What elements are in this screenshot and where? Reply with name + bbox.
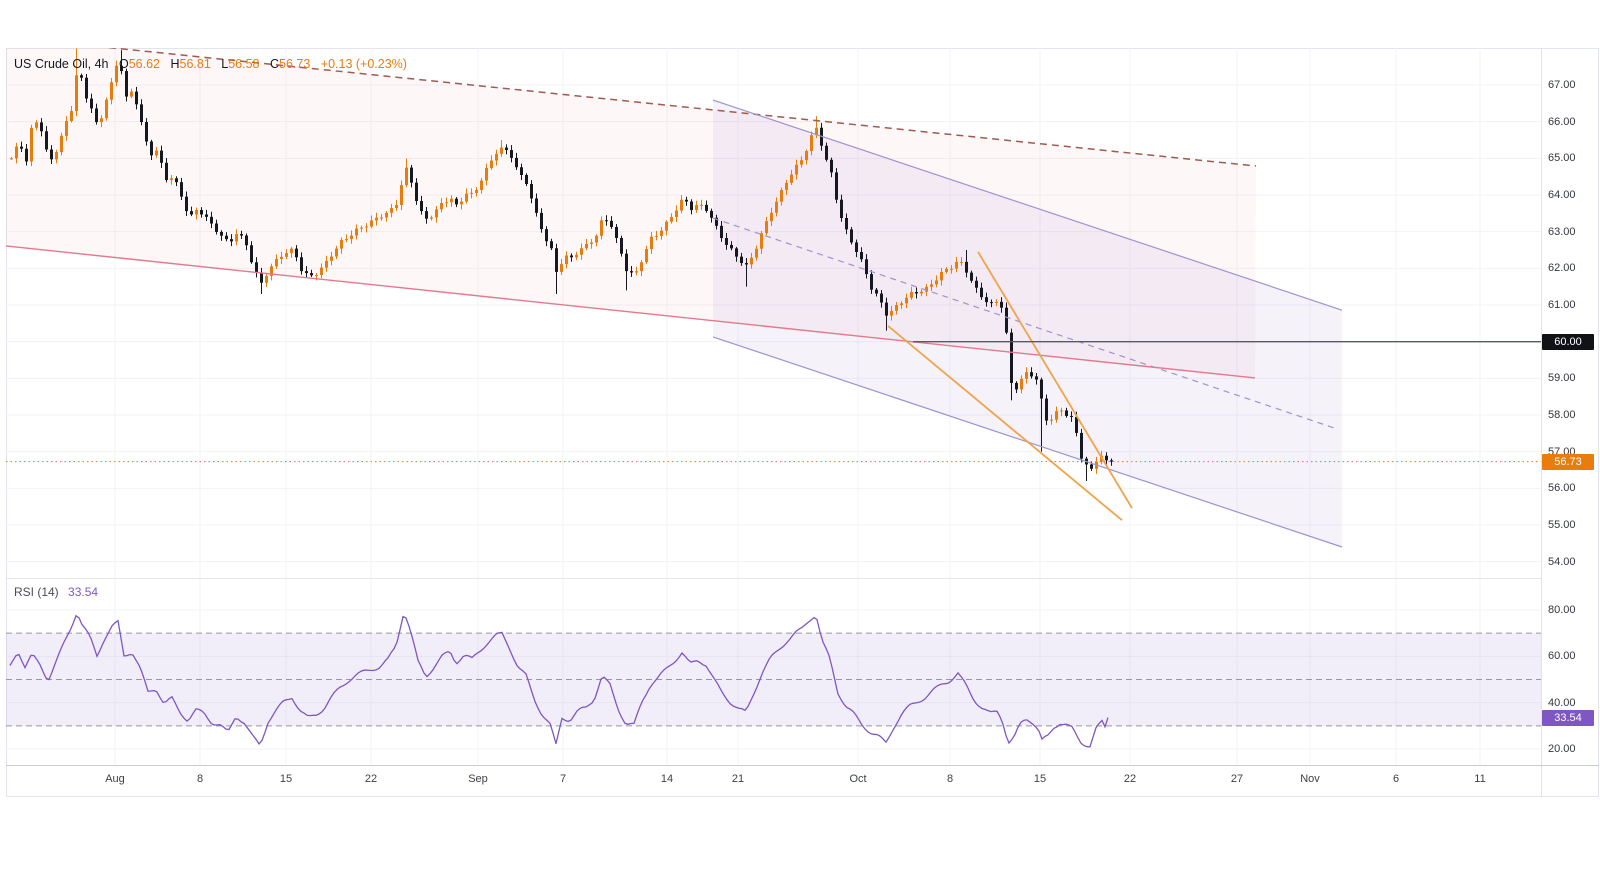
price-tick: 62.00 [1548,262,1576,275]
purple-channel-fill [713,100,1342,548]
candlestick-series[interactable] [10,48,1113,482]
rsi-tick: 80.00 [1548,604,1576,616]
level-price-label: 60.00 [1542,333,1594,350]
maroon-dashed-trendline[interactable] [85,48,1257,167]
price-tick: 61.00 [1548,299,1576,311]
chart-canvas[interactable] [6,48,1541,765]
rsi-legend[interactable]: RSI (14) 33.54 [14,585,98,599]
price-tick: 65.00 [1548,152,1576,165]
price-tick: 54.00 [1548,555,1576,568]
rsi-title[interactable]: RSI (14) [14,585,59,599]
price-tick: 59.00 [1548,372,1576,385]
price-axis-separator [1541,48,1542,797]
time-tick: 22 [364,773,378,785]
price-tick: 63.00 [1548,225,1576,238]
change-value: +0.13 (+0.23%) [320,57,407,71]
high-label: H [170,57,180,71]
rsi-value: 33.54 [68,585,99,599]
symbol-legend[interactable]: US Crude Oil, 4h O56.62 H56.81 L56.58 C5… [14,57,407,71]
time-tick: Aug [105,773,125,785]
footer: FXopen [0,797,1600,879]
pink-trendline[interactable] [6,245,1256,379]
time-tick: Oct [849,773,867,785]
chart-frame [6,48,1599,797]
rsi-tick: 60.00 [1548,650,1576,663]
price-tick: 58.00 [1548,409,1576,421]
close-value: 56.73 [279,57,311,71]
close-label: C [269,57,280,71]
time-tick: 8 [946,773,954,785]
high-value: 56.81 [179,57,211,71]
rsi-value-label: 33.54 [1542,709,1594,726]
price-tick: 66.00 [1548,115,1576,128]
time-axis-separator [6,765,1599,766]
time-tick: 27 [1230,773,1244,785]
orange-wedge-right-line[interactable] [977,251,1133,509]
low-value: 56.58 [228,57,260,71]
time-tick: Sep [468,773,488,785]
time-tick: 11 [1474,773,1486,785]
price-tick: 64.00 [1548,189,1576,201]
last-price-label: 56.73 [1542,453,1594,470]
time-tick: 8 [196,773,204,785]
orange-wedge-left-line[interactable] [887,325,1123,521]
time-tick: 14 [660,773,674,785]
pane-separator[interactable] [6,578,1541,579]
time-tick: Nov [1300,773,1320,785]
rsi-tick: 40.00 [1548,696,1576,709]
rsi-tick: 20.00 [1548,743,1576,755]
price-tick: 55.00 [1548,519,1576,531]
time-tick: 6 [1392,773,1400,785]
time-tick: 7 [559,773,567,785]
price-tick: 67.00 [1548,79,1576,91]
price-tick: 56.00 [1548,482,1576,495]
low-label: L [221,57,229,71]
open-label: O [118,57,129,71]
time-tick: 22 [1123,773,1137,785]
time-tick: 15 [1033,773,1047,785]
time-tick: 21 [731,773,745,785]
symbol-title[interactable]: US Crude Oil, 4h [14,57,109,71]
open-value: 56.62 [128,57,160,71]
rsi-line[interactable] [9,614,1109,748]
purple-channel-upper-line[interactable] [712,99,1343,311]
time-tick: 15 [279,773,293,785]
